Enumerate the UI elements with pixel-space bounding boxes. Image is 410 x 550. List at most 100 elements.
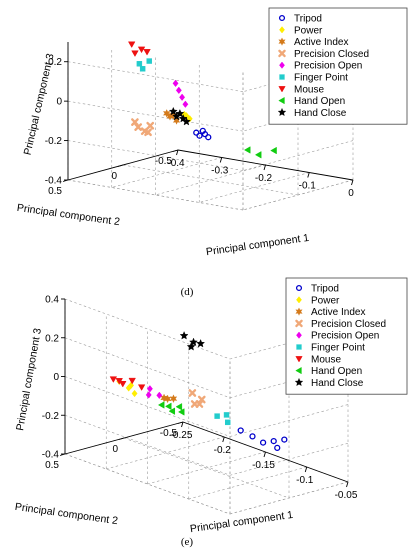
data-point — [168, 407, 176, 415]
series-precision-closed — [131, 118, 155, 137]
legend-entry: Precision Closed — [311, 319, 386, 330]
gridline-floor-x — [242, 179, 354, 211]
legend-entry: Hand Open — [294, 96, 345, 107]
series-hand-close — [179, 331, 206, 351]
data-point — [274, 444, 281, 451]
x-tick-label: 0 — [348, 188, 354, 199]
y-tick-label: 0.5 — [45, 460, 59, 471]
y-tick — [118, 437, 125, 440]
data-point — [109, 376, 118, 383]
legend-entry: Hand Open — [311, 366, 362, 377]
data-point — [197, 395, 206, 404]
data-point — [146, 121, 155, 130]
x-tick — [307, 172, 310, 178]
data-point — [128, 381, 135, 390]
y-tick-label: 0 — [111, 171, 117, 182]
x-tick — [219, 157, 223, 163]
data-point — [131, 118, 139, 126]
y-axis-label: Principal component 2 — [16, 202, 121, 228]
x-tick — [346, 481, 349, 488]
data-point — [131, 389, 138, 398]
gridline-floor-y — [64, 453, 231, 515]
data-point — [128, 377, 136, 385]
y-tick — [177, 421, 184, 424]
data-point — [175, 86, 182, 95]
x-tick-label: -0.25 — [170, 430, 193, 441]
legend-marker — [295, 307, 303, 316]
y-axis-label: Principal component 2 — [14, 501, 119, 527]
gridline-floor-x — [106, 436, 225, 470]
z-tick-label: -0.2 — [42, 411, 60, 422]
x-tick — [181, 421, 184, 428]
series-hand-open — [243, 146, 277, 159]
x-axis-label: Principal component 1 — [189, 509, 294, 535]
data-point — [243, 146, 251, 154]
legend-marker — [277, 107, 287, 117]
z-tick-label: 0 — [53, 372, 59, 383]
data-point — [214, 413, 220, 419]
legend-marker — [278, 37, 286, 46]
series-precision-closed — [188, 389, 206, 408]
x-tick — [304, 466, 308, 473]
data-point — [193, 129, 200, 136]
data-point — [134, 123, 143, 131]
x-tick — [176, 149, 179, 156]
data-point — [199, 127, 206, 134]
data-point — [179, 331, 189, 340]
series-precision-open — [172, 79, 189, 108]
z-tick-label: 0.2 — [48, 57, 62, 68]
data-point — [186, 115, 193, 123]
data-point — [146, 385, 153, 393]
data-point — [115, 378, 123, 385]
data-point — [146, 58, 152, 64]
data-point — [182, 100, 189, 108]
legend-marker — [295, 284, 303, 292]
data-point — [177, 408, 185, 416]
x-tick-label: -0.05 — [335, 490, 358, 501]
legend-marker — [278, 49, 286, 58]
z-axis-label: Principal component 3 — [14, 327, 44, 432]
z-tick-label: 0.2 — [45, 333, 59, 344]
y-tick — [172, 149, 179, 152]
x-tick-label: -0.1 — [296, 475, 314, 486]
data-point — [163, 394, 172, 404]
gridline-back-z — [64, 298, 231, 360]
legend-entry: Tripod — [311, 284, 339, 295]
series-mouse — [109, 376, 146, 391]
z-tick-label: 0.4 — [45, 295, 59, 306]
data-point — [136, 61, 143, 67]
series-active-index — [160, 393, 178, 404]
data-point — [172, 79, 179, 88]
x-tick-label: -0.1 — [299, 181, 317, 192]
legend-marker — [279, 26, 285, 34]
legend-entry: Finger Point — [294, 73, 348, 84]
data-point — [196, 132, 203, 139]
data-point — [186, 342, 196, 351]
x-tick-label: -0.2 — [214, 445, 232, 456]
data-point — [205, 134, 212, 141]
data-point — [164, 402, 172, 411]
y-tick-label: 0 — [112, 444, 118, 455]
data-point — [144, 128, 152, 137]
data-point — [143, 49, 151, 56]
data-point — [270, 437, 277, 445]
panel-label: (d) — [181, 286, 194, 298]
legend-box — [285, 277, 408, 395]
gridline-floor-y — [123, 437, 290, 499]
data-point — [254, 151, 262, 159]
legend-entry: Power — [294, 25, 323, 36]
z-tick-label: 0 — [56, 97, 62, 108]
x-tick-label: -0.3 — [211, 166, 229, 177]
x-tick-label: -0.2 — [255, 173, 273, 184]
y-tick — [117, 164, 124, 167]
data-point — [119, 380, 127, 388]
legend-entry: Hand Close — [311, 378, 364, 389]
series-hand-close — [168, 106, 191, 126]
series-finger-point — [214, 412, 231, 426]
legend-entry: Tripod — [294, 14, 322, 25]
legend-box — [268, 7, 408, 125]
data-point — [224, 419, 231, 426]
gridline-floor-x — [147, 451, 266, 485]
y-tick-label: 0.5 — [48, 186, 62, 197]
